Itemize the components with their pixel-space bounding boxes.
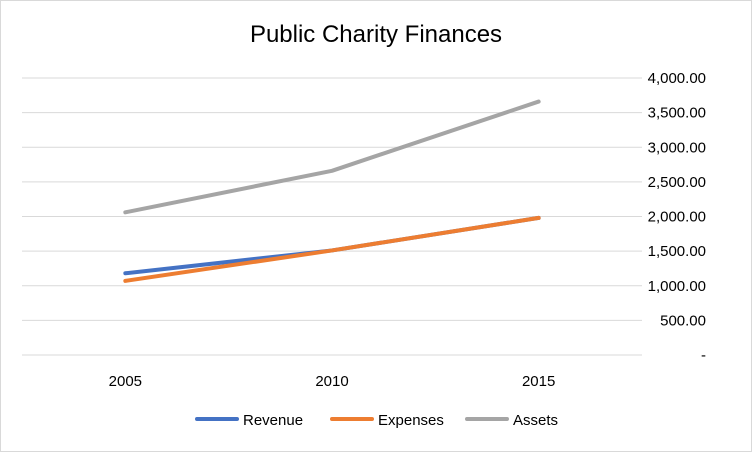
y-tick-label: 1,000.00 (648, 278, 706, 295)
gridlines (22, 77, 642, 356)
chart-title: Public Charity Finances (249, 21, 503, 48)
y-tick-label: 3,500.00 (648, 105, 706, 122)
legend: Revenue Expenses Assets (195, 412, 558, 429)
y-tick-label: 2,500.00 (648, 174, 706, 191)
x-tick-label: 2010 (315, 373, 348, 390)
series-line-expenses (123, 215, 541, 283)
y-tick-label: 2,000.00 (648, 209, 706, 226)
legend-label-assets: Assets (513, 412, 558, 429)
x-axis-ticks: 2005 2010 2015 (109, 373, 556, 390)
legend-label-revenue: Revenue (243, 412, 303, 429)
legend-label-expenses: Expenses (378, 412, 444, 429)
y-tick-label: 1,500.00 (648, 243, 706, 260)
y-tick-label: 4,000.00 (648, 70, 706, 87)
y-tick-label: 3,000.00 (648, 139, 706, 156)
x-tick-label: 2005 (109, 373, 142, 390)
x-tick-label: 2015 (522, 373, 555, 390)
y-axis-ticks: - 500.00 1,000.00 1,500.00 2,000.00 2,500.00 3… (648, 70, 706, 364)
y-tick-label: 500.00 (660, 312, 706, 329)
series-line-assets (123, 99, 541, 215)
y-tick-label: - (701, 347, 706, 364)
series-lines (123, 99, 541, 283)
